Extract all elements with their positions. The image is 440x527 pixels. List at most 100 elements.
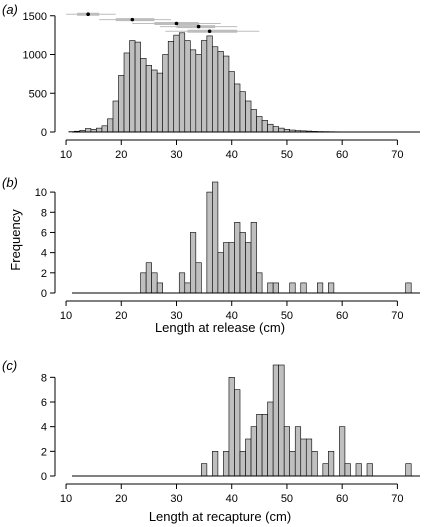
histogram-bar	[206, 35, 213, 133]
histogram-bar	[256, 414, 263, 477]
y-tick-label: 2	[41, 446, 47, 458]
histogram-bar	[228, 242, 235, 294]
histogram-bar	[272, 126, 279, 133]
y-tick-label: 4	[41, 248, 47, 260]
y-tick-label: 6	[41, 397, 47, 409]
histogram-bar	[245, 242, 252, 294]
histogram-bar	[317, 282, 324, 294]
panel-a-label: (a)	[2, 2, 18, 17]
x-tick-label: 60	[336, 310, 348, 322]
histogram-bar	[96, 127, 103, 133]
panel-b-bars	[140, 181, 412, 294]
panel-a-axes: 0 500 1000 1500 10 20 30 40 50 60 70	[23, 11, 420, 161]
histogram-bar	[239, 232, 246, 294]
panel-a-intervals	[66, 12, 260, 34]
histogram-bar	[366, 463, 373, 477]
y-tick-label: 8	[41, 372, 47, 384]
histogram-bar	[278, 364, 285, 477]
x-tick-label: 30	[170, 310, 182, 322]
histogram-bar	[85, 128, 92, 133]
panel-c-label: (c)	[2, 358, 17, 373]
histogram-bar	[294, 426, 302, 477]
histogram-bar	[305, 438, 313, 477]
histogram-bar	[156, 72, 163, 133]
x-tick-label: 50	[281, 310, 293, 322]
histogram-bar	[278, 127, 285, 133]
y-tick-label: 2	[41, 268, 47, 280]
histogram-bar	[189, 49, 197, 133]
y-tick-label: 0	[41, 288, 47, 300]
y-tick-label: 1000	[23, 50, 47, 62]
y-tick-label: 1500	[23, 11, 47, 23]
x-tick-label: 20	[115, 493, 127, 505]
histogram-bar	[322, 463, 329, 477]
x-tick-label: 20	[115, 310, 127, 322]
histogram-bar	[289, 282, 296, 294]
histogram-bar	[223, 451, 230, 477]
histogram-bar	[167, 41, 175, 133]
x-tick-label: 10	[60, 493, 72, 505]
histogram-bar	[245, 100, 252, 133]
histogram-bar	[156, 282, 163, 294]
x-tick-label: 10	[60, 149, 72, 161]
x-tick-label: 30	[170, 149, 182, 161]
histogram-bar	[201, 40, 208, 133]
histogram-bar	[212, 46, 219, 133]
histogram-bar	[184, 40, 191, 133]
y-tick-label: 8	[41, 207, 47, 219]
histogram-bar	[234, 222, 241, 294]
histogram-bar	[129, 40, 136, 133]
histogram-bar	[228, 377, 235, 477]
y-tick-label: 6	[41, 227, 47, 239]
histogram-bar	[201, 463, 208, 477]
histogram-bar	[178, 32, 186, 133]
histogram-bar	[261, 120, 268, 133]
panel-b-xlabel: Length at release (cm)	[155, 320, 285, 335]
histogram-bar	[256, 116, 263, 133]
histogram-bar	[118, 75, 125, 133]
histogram-bar	[162, 54, 169, 133]
x-tick-label: 60	[336, 149, 348, 161]
histogram-bar	[405, 463, 412, 477]
histogram-bar	[267, 282, 274, 294]
histogram-bar	[250, 222, 257, 294]
y-tick-label: 0	[41, 471, 47, 483]
interval-point	[130, 17, 135, 22]
histogram-bar	[239, 91, 246, 133]
histogram-bar	[123, 52, 130, 133]
histogram-bar	[245, 438, 252, 477]
histogram-bar	[151, 272, 158, 294]
histogram-bar	[151, 69, 158, 133]
histogram-bar	[217, 51, 224, 133]
histogram-bar	[344, 463, 351, 477]
histogram-bar	[217, 252, 224, 294]
y-tick-label: 0	[41, 127, 47, 139]
histogram-bar	[206, 191, 213, 294]
histogram-bar	[300, 282, 307, 294]
histogram-bar	[250, 426, 257, 477]
histogram-bar	[140, 58, 147, 133]
histogram-bar	[256, 272, 263, 294]
x-tick-label: 70	[391, 149, 403, 161]
histogram-bar	[223, 55, 230, 133]
histogram-bar	[189, 232, 197, 294]
histogram-bar	[228, 71, 235, 133]
panel-c-xlabel: Length at recapture (cm)	[149, 509, 291, 524]
histogram-bar	[311, 451, 318, 477]
histogram-bar	[289, 451, 296, 477]
y-tick-label: 4	[41, 422, 47, 434]
histogram-bar	[223, 242, 230, 294]
panel-b-label: (b)	[2, 175, 18, 190]
histogram-bar	[300, 438, 307, 477]
x-tick-label: 30	[170, 493, 182, 505]
panel-c-bars	[201, 364, 412, 477]
histogram-bar	[173, 34, 180, 133]
x-tick-label: 50	[281, 149, 293, 161]
histogram-bar	[195, 262, 202, 294]
histogram-bar	[283, 426, 291, 477]
histogram-bar	[112, 100, 119, 133]
interval-point	[207, 29, 212, 34]
histogram-bar	[261, 414, 268, 477]
histogram-bar	[234, 389, 241, 477]
